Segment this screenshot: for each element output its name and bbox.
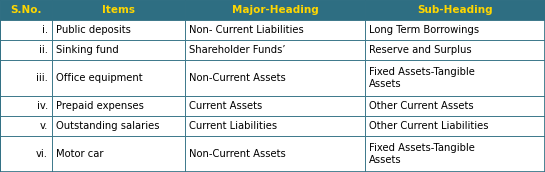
Text: Motor car: Motor car (56, 149, 104, 159)
Text: Outstanding salaries: Outstanding salaries (56, 121, 160, 131)
Bar (0, 0, 52, 20)
Text: Public deposits: Public deposits (56, 25, 131, 35)
Bar (0, 116, 52, 136)
Bar (365, 20, 545, 40)
Text: Fixed Assets-Tangible
Assets: Fixed Assets-Tangible Assets (369, 143, 475, 165)
Bar (52, 96, 185, 116)
Text: Non-Current Assets: Non-Current Assets (189, 149, 286, 159)
Bar (365, 40, 545, 60)
Bar (185, 40, 365, 60)
Bar (52, 20, 185, 40)
Text: Office equipment: Office equipment (56, 73, 143, 83)
Bar (52, 136, 185, 172)
Bar (52, 40, 185, 60)
Text: Items: Items (102, 5, 135, 15)
Text: Other Current Assets: Other Current Assets (369, 101, 474, 111)
Text: Prepaid expenses: Prepaid expenses (56, 101, 144, 111)
Text: Shareholder Funds’: Shareholder Funds’ (189, 45, 286, 55)
Text: S.No.: S.No. (10, 5, 42, 15)
Bar (52, 116, 185, 136)
Bar (365, 0, 545, 20)
Bar (365, 96, 545, 116)
Bar (185, 20, 365, 40)
Text: iii.: iii. (36, 73, 48, 83)
Text: ii.: ii. (39, 45, 48, 55)
Text: Other Current Liabilities: Other Current Liabilities (369, 121, 488, 131)
Text: Current Assets: Current Assets (189, 101, 262, 111)
Text: Fixed Assets-Tangible
Assets: Fixed Assets-Tangible Assets (369, 67, 475, 89)
Text: vi.: vi. (36, 149, 48, 159)
Bar (365, 136, 545, 172)
Text: i.: i. (42, 25, 48, 35)
Text: iv.: iv. (37, 101, 48, 111)
Text: v.: v. (40, 121, 48, 131)
Bar (0, 136, 52, 172)
Text: Sinking fund: Sinking fund (56, 45, 119, 55)
Bar (185, 0, 365, 20)
Bar (185, 116, 365, 136)
Text: Long Term Borrowings: Long Term Borrowings (369, 25, 479, 35)
Bar (0, 60, 52, 96)
Bar (365, 60, 545, 96)
Bar (185, 60, 365, 96)
Bar (185, 136, 365, 172)
Bar (0, 40, 52, 60)
Bar (52, 0, 185, 20)
Bar (365, 116, 545, 136)
Text: Reserve and Surplus: Reserve and Surplus (369, 45, 471, 55)
Bar (0, 96, 52, 116)
Bar (52, 60, 185, 96)
Bar (0, 20, 52, 40)
Text: Sub-Heading: Sub-Heading (417, 5, 493, 15)
Text: Major-Heading: Major-Heading (232, 5, 318, 15)
Text: Non- Current Liabilities: Non- Current Liabilities (189, 25, 304, 35)
Text: Non-Current Assets: Non-Current Assets (189, 73, 286, 83)
Bar (185, 96, 365, 116)
Text: Current Liabilities: Current Liabilities (189, 121, 277, 131)
